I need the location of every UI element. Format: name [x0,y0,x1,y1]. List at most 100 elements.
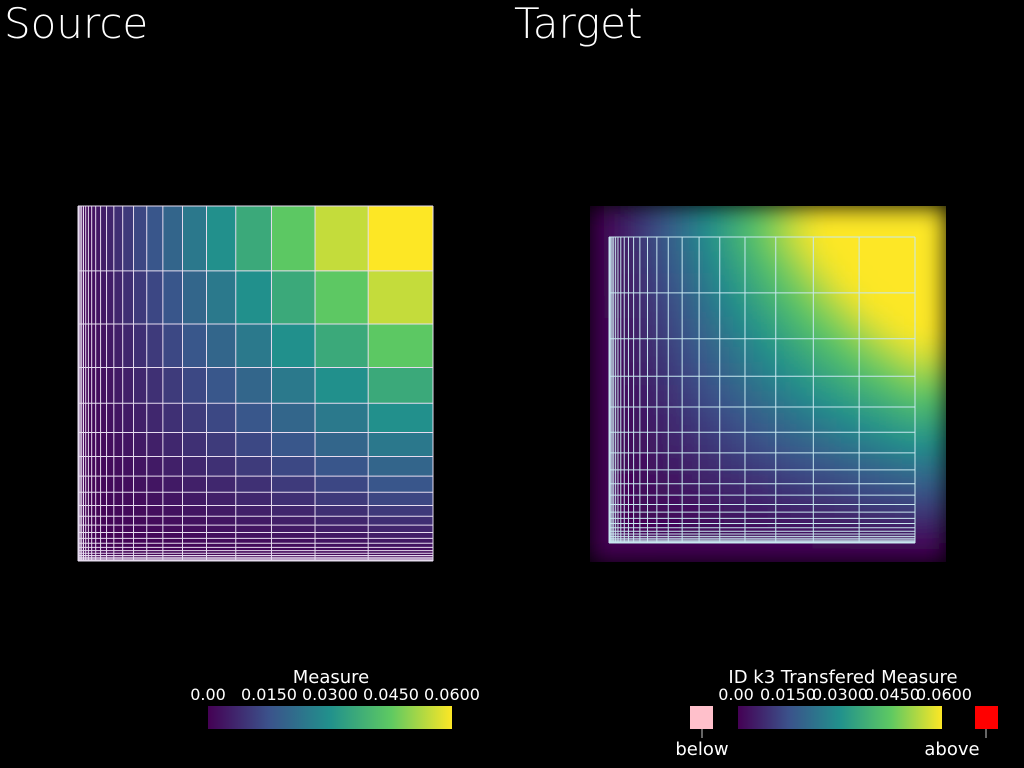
mesh-cell [81,492,84,506]
mesh-cell [81,516,84,526]
mesh-cell [95,550,101,554]
mesh-cell [133,476,148,493]
mesh-cell [368,557,434,560]
field-cell [634,206,658,230]
mesh-cell [88,532,92,539]
field-cell [857,206,881,230]
mesh-cell [146,550,164,554]
mesh-cell [83,532,87,539]
field-cell [701,317,725,341]
field-cell [923,250,946,274]
tick-label: 0.0450 [363,685,419,704]
mesh-cell [106,532,115,539]
mesh-cell [315,538,369,544]
mesh-cell [80,432,82,457]
mesh-cell [85,270,89,325]
mesh-cell [91,206,96,272]
field-cell [834,406,858,430]
tick-label: 0.0450 [864,685,920,704]
mesh-cell [106,323,115,368]
field-cell [723,384,747,408]
mesh-cell [146,456,164,477]
tick-label: 0.0150 [241,685,297,704]
field-cell [723,450,747,474]
field-cell [901,384,925,408]
mesh-cell [100,557,107,560]
field-cell [768,495,792,519]
field-cell [812,272,836,296]
field-cell [812,450,836,474]
mesh-cell [162,323,183,368]
field-cell [590,361,614,385]
mesh-cell [106,557,115,560]
field-cell [656,206,680,230]
mesh-cell [80,538,82,544]
mesh-cell [91,543,96,548]
mesh-cell [81,505,84,517]
mesh-cell [91,525,96,533]
field-cell [857,495,881,519]
mesh-cell [113,456,123,477]
field-cell [590,517,614,541]
mesh-cell [271,532,316,539]
mesh-cell [182,547,207,551]
mesh-cell [88,456,92,477]
field-cell [745,228,769,252]
mesh-cell [206,206,237,272]
field-cell [701,272,725,296]
mesh-cell [368,456,434,477]
field-cell [901,272,925,296]
field-cell [812,295,836,319]
mesh-cell [88,505,92,517]
mesh-cell [271,270,316,325]
mesh-cell [95,403,101,433]
mesh-cell [88,555,92,558]
mesh-cell [85,557,89,560]
field-cell [923,428,946,452]
field-cell [745,206,769,230]
mesh-cell [83,550,87,554]
field-cell [679,250,703,274]
field-cell [768,272,792,296]
above-swatch [975,706,998,729]
mesh-cell [271,553,316,556]
mesh-cell [271,550,316,554]
field-cell [923,272,946,296]
mesh-cell [88,543,92,548]
field-cell [857,272,881,296]
field-cell [901,473,925,497]
field-cell [768,295,792,319]
color-bar [738,706,942,729]
field-cell [634,295,658,319]
mesh-cell [100,206,107,272]
mesh-cell [91,532,96,539]
mesh-cell [100,367,107,404]
mesh-cell [133,516,148,526]
mesh-cell [88,516,92,526]
mesh-cell [83,525,87,533]
field-cell [701,228,725,252]
mesh-cell [100,525,107,533]
field-cell [768,517,792,541]
field-cell [834,250,858,274]
mesh-cell [100,516,107,526]
field-cell [901,539,925,562]
field-cell [790,339,814,363]
field-cell [745,495,769,519]
mesh-cell [235,432,272,457]
mesh-cell [315,323,369,368]
field-cell [679,317,703,341]
field-cell [745,272,769,296]
mesh-cell [85,206,89,272]
mesh-cell [162,432,183,457]
mesh-cell [122,538,134,544]
field-cell [879,384,903,408]
field-cell [723,228,747,252]
mesh-cell [100,555,107,558]
mesh-cell [83,538,87,544]
mesh-cell [271,323,316,368]
mesh-cell [206,403,237,433]
mesh-cell [106,547,115,551]
mesh-cell [368,532,434,539]
field-cell [790,250,814,274]
